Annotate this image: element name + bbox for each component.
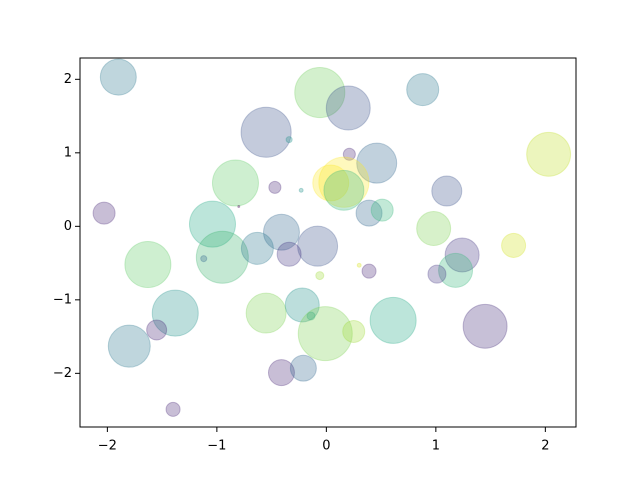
y-tick-label: 1 — [64, 145, 72, 160]
bubble — [312, 164, 350, 202]
bubble — [325, 85, 371, 131]
bubble — [370, 198, 394, 222]
bubble — [297, 306, 353, 362]
bubble — [501, 232, 527, 258]
bubble — [444, 237, 480, 273]
bubble — [146, 319, 168, 341]
bubble — [276, 241, 302, 267]
bubble — [294, 67, 346, 119]
bubble — [285, 136, 293, 144]
bubble — [355, 199, 383, 227]
bubble — [195, 230, 249, 284]
y-tick-label: −2 — [53, 366, 72, 381]
x-tick-label: 1 — [432, 439, 440, 454]
bubble — [298, 187, 304, 193]
bubble — [297, 225, 339, 267]
bubble — [151, 289, 199, 337]
bubble — [369, 296, 417, 344]
bubble — [416, 211, 452, 247]
plot-area — [92, 58, 572, 417]
y-tick-label: −1 — [53, 292, 72, 307]
bubble — [406, 73, 440, 107]
bubble — [268, 180, 282, 194]
x-tick-label: 2 — [541, 439, 549, 454]
bubble — [211, 159, 259, 207]
bubble — [267, 359, 295, 387]
bubble — [356, 142, 398, 184]
bubble — [462, 303, 508, 349]
y-tick-label: 2 — [64, 72, 72, 87]
bubble — [318, 156, 370, 208]
bubble — [188, 200, 236, 248]
bubble — [526, 131, 572, 177]
bubble — [92, 201, 116, 225]
bubble — [245, 292, 287, 334]
bubble — [99, 58, 137, 96]
bubble — [315, 271, 325, 281]
axes-frame — [79, 57, 577, 428]
bubble — [356, 262, 362, 268]
bubble — [240, 231, 274, 265]
bubble — [306, 311, 316, 321]
bubble — [342, 319, 366, 343]
bubble — [289, 354, 317, 382]
y-tick-label: 0 — [64, 219, 72, 234]
bubble — [237, 204, 241, 208]
bubble — [124, 241, 172, 289]
bubble — [323, 169, 365, 211]
bubble — [200, 255, 208, 263]
bubble — [165, 401, 181, 417]
bubble — [361, 263, 377, 279]
bubble — [427, 264, 447, 284]
x-tick-label: −1 — [207, 439, 226, 454]
bubble — [342, 147, 356, 161]
x-tick-label: −2 — [98, 439, 117, 454]
bubble — [107, 324, 151, 368]
bubble — [240, 106, 292, 158]
bubble — [438, 252, 474, 288]
bubble — [284, 287, 320, 323]
bubble — [431, 175, 463, 207]
bubble — [262, 213, 300, 251]
x-tick-label: 0 — [322, 439, 330, 454]
